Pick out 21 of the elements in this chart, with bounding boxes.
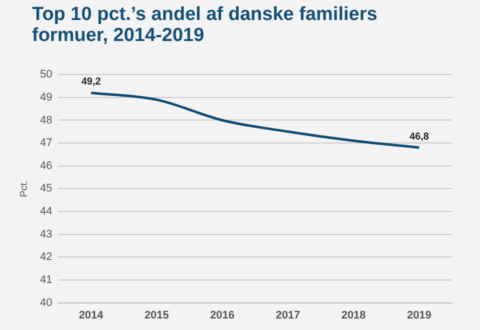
y-tick-label: 48 xyxy=(40,114,52,126)
y-tick-label: 50 xyxy=(40,68,52,81)
data-label: 46,8 xyxy=(409,131,430,142)
y-axis-title: Pct. xyxy=(18,180,30,198)
data-label: 49,2 xyxy=(81,76,102,88)
x-tick-label: 2016 xyxy=(210,309,235,322)
x-tick-label: 2015 xyxy=(144,309,169,322)
y-tick-label: 46 xyxy=(40,160,52,172)
x-tick-label: 2017 xyxy=(276,309,300,322)
y-tick-label: 40 xyxy=(40,296,52,309)
y-tick-label: 44 xyxy=(40,206,52,218)
y-tick-label: 49 xyxy=(40,91,52,104)
x-tick-label: 2014 xyxy=(78,309,104,322)
y-tick-label: 41 xyxy=(40,274,52,286)
y-tick-label: 47 xyxy=(40,137,52,150)
x-tick-label: 2018 xyxy=(341,309,366,322)
y-tick-label: 43 xyxy=(40,228,52,240)
chart-title: Top 10 pct.’s andel af danske familiers formuer, 2014-2019 xyxy=(32,4,378,46)
y-tick-label: 45 xyxy=(40,182,52,195)
x-tick-label: 2019 xyxy=(406,309,432,322)
y-tick-label: 42 xyxy=(40,251,52,264)
